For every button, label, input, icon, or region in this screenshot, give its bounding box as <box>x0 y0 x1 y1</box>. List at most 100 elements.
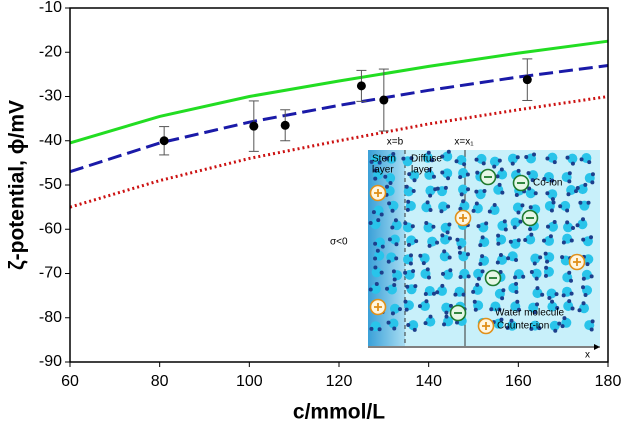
water-atom <box>406 199 411 204</box>
water-atom <box>368 287 373 292</box>
water-atom <box>480 254 485 259</box>
water-atom <box>546 288 557 299</box>
water-atom <box>499 317 504 322</box>
arrow-head <box>594 344 600 350</box>
water-atom <box>446 149 451 154</box>
water-atom <box>530 178 535 183</box>
water-atom <box>437 285 448 296</box>
water-atom <box>577 219 588 230</box>
water-atom <box>380 244 385 249</box>
series-line <box>69 39 609 145</box>
water-atom <box>497 169 508 180</box>
water-atom <box>440 154 445 159</box>
water-atom <box>528 170 539 181</box>
water-atom <box>532 310 537 315</box>
water-atom <box>426 275 431 280</box>
water-atom <box>397 307 402 312</box>
water-atom <box>444 314 449 319</box>
water-atom <box>514 193 519 198</box>
water-atom <box>565 208 570 213</box>
water-atom <box>480 235 485 240</box>
x-axis-title: c/mmol/L <box>293 401 385 424</box>
water-atom <box>472 284 483 295</box>
water-atom <box>421 261 426 266</box>
data-point <box>280 120 290 130</box>
water-atom <box>583 292 588 297</box>
x-tick-label: 160 <box>505 373 532 390</box>
water-atom <box>513 275 518 280</box>
water-atom <box>502 219 507 224</box>
water-atom <box>476 224 481 229</box>
water-atom <box>472 299 477 304</box>
water-atom <box>567 153 578 164</box>
water-atom <box>403 221 408 226</box>
water-atom <box>544 265 549 270</box>
data-point <box>249 121 259 131</box>
water-atom <box>545 259 550 264</box>
water-atom <box>525 234 536 245</box>
water-atom <box>459 192 464 197</box>
water-atom <box>474 201 479 206</box>
y-tick-label: -60 <box>39 220 62 237</box>
y-tick-label: -90 <box>39 353 62 370</box>
water-atom <box>447 222 452 227</box>
water-atom <box>431 224 436 229</box>
water-atom <box>577 308 582 313</box>
water-atom <box>523 237 528 242</box>
water-atom <box>570 306 575 311</box>
water-atom <box>557 321 562 326</box>
water-atom <box>392 326 397 331</box>
water-atom <box>570 161 575 166</box>
water-atom <box>512 225 517 230</box>
water-atom <box>567 299 572 304</box>
water-atom <box>403 299 408 304</box>
water-atom <box>369 326 374 331</box>
water-atom <box>428 193 433 198</box>
water-atom <box>530 253 541 264</box>
water-atom <box>500 190 505 195</box>
water-atom <box>547 301 558 312</box>
y-tick-label: -70 <box>39 265 62 282</box>
x-tick-label: 140 <box>415 373 442 390</box>
water-atom <box>570 226 575 231</box>
water-atom <box>546 224 551 229</box>
water-atom <box>501 288 506 293</box>
water-atom <box>533 191 538 196</box>
water-atom <box>589 274 594 279</box>
inset-label: Water molecule <box>495 308 565 319</box>
water-atom <box>446 204 451 209</box>
water-atom <box>394 256 399 261</box>
water-atom <box>369 159 374 164</box>
water-atom <box>401 156 406 161</box>
water-atom <box>581 285 586 290</box>
water-atom <box>579 157 584 162</box>
water-atom <box>484 221 489 226</box>
water-atom <box>379 212 384 217</box>
water-atom <box>474 157 479 162</box>
water-atom <box>418 253 423 258</box>
water-atom <box>542 238 547 243</box>
water-atom <box>579 303 590 314</box>
water-atom <box>514 289 519 294</box>
data-point <box>159 136 169 146</box>
water-atom <box>403 186 414 197</box>
water-atom <box>439 209 444 214</box>
water-atom <box>376 218 381 223</box>
water-atom <box>568 278 573 283</box>
water-atom <box>439 251 450 262</box>
water-atom <box>482 189 487 194</box>
water-atom <box>489 307 494 312</box>
water-atom <box>373 168 378 173</box>
water-atom <box>411 188 416 193</box>
water-atom <box>478 243 483 248</box>
water-atom <box>507 320 518 331</box>
water-atom <box>505 325 510 330</box>
water-atom <box>590 180 595 185</box>
water-atom <box>435 186 440 191</box>
water-atom <box>458 175 463 180</box>
water-atom <box>440 170 445 175</box>
water-atom <box>385 173 396 184</box>
water-atom <box>383 174 388 179</box>
water-atom <box>569 291 574 296</box>
water-atom <box>393 218 398 223</box>
